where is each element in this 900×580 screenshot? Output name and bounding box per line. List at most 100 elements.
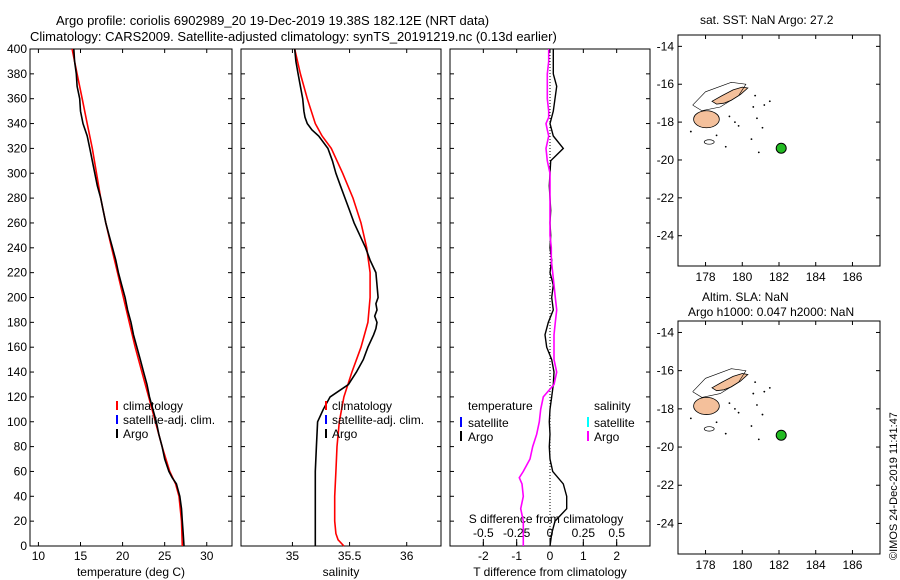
sla-map-reef-outline [692,368,747,398]
sla-map-viti-levu-island [693,396,720,415]
sst-map-islet [757,151,760,154]
sla-map-kadavu-island [703,426,715,432]
sla-map-title-line1: Altim. SLA: NaN [702,290,789,304]
imos-timestamp: ©IMOS 24-Dec-2019 11:41:47 [888,412,900,560]
sst-map-islet [728,115,731,118]
map-lat-label: -18 [657,115,675,129]
map-lon-label: 178 [696,558,716,572]
sla-map-islet [750,425,753,427]
map-lat-label: -14 [657,325,675,339]
sla-map-islet [728,402,731,405]
depth-tick-label: 400 [7,42,27,56]
salinity-diff-tick-label: -0.5 [473,526,494,540]
sla-map-islet [737,411,740,414]
depth-tick-label: 180 [7,315,27,329]
depth-tick-label: 80 [14,440,28,454]
sst-map-islet [737,124,740,127]
sla-map-islet [689,417,692,420]
map-lon-label: 180 [732,558,752,572]
x-tick-label: 25 [158,549,172,563]
x-tick-label: -1 [511,549,522,563]
series-climatology [293,48,371,547]
map-lat-label: -16 [657,364,675,378]
sla-map-islet [761,413,764,416]
panel-2-frame [240,48,442,547]
depth-tick-label: 160 [7,340,27,354]
x-axis-label: temperature (deg C) [77,565,185,579]
sst-map-islet [689,130,692,133]
sst-map-islet [715,134,718,137]
sla-map-islet [724,432,727,435]
depth-tick-label: 40 [14,489,28,503]
sst-map-islet [761,126,764,129]
series-argo [73,48,185,547]
sst-map-islet [750,138,753,141]
legend-label: satellite [594,416,635,430]
sla-map-title-line2: Argo h1000: 0.047 h2000: NaN [688,305,855,319]
map-lat-label: -14 [657,39,675,53]
map-lat-label: -22 [657,191,675,205]
map-lat-label: -24 [657,229,675,243]
depth-tick-label: 140 [7,365,27,379]
sst-map-viti-levu-island [693,110,720,129]
map-lon-label: 178 [696,270,716,284]
x-tick-label: 10 [32,549,46,563]
x-tick-label: 0 [547,549,554,563]
series-climatology [71,48,184,547]
figure-title-line2: Climatology: CARS2009. Satellite-adjuste… [30,29,557,44]
map-lon-label: 182 [769,558,789,572]
sla-map-islet [756,404,758,406]
depth-tick-label: 320 [7,141,27,155]
depth-tick-label: 120 [7,390,27,404]
legend-label: satellite-adj. clim. [123,413,215,427]
x-tick-label: 36 [400,549,414,563]
map-lat-label: -24 [657,516,675,530]
legend-label: Argo [468,430,494,444]
sst-map-islet [754,94,757,97]
legend-label: satellite-adj. clim. [332,413,424,427]
series-s-difference-argo [518,49,558,546]
depth-tick-label: 100 [7,415,27,429]
sst-map-kadavu-island [703,139,715,145]
legend-heading-temperature: temperature [468,399,533,413]
sst-map-islet [763,104,766,106]
sst-map-reef-outline [692,81,747,112]
sla-map-islet [757,438,760,441]
x-tick-label: 20 [116,549,130,563]
sst-map-islet [756,117,758,120]
x-axis-label: T difference from climatology [473,565,627,579]
map-lon-label: 186 [842,270,862,284]
map-lat-label: -22 [657,478,675,492]
depth-tick-label: 240 [7,241,27,255]
sla-map-islet [754,381,757,384]
series-argo [293,48,379,546]
x-tick-label: 2 [613,549,620,563]
sst-map-argo-position-marker [775,142,787,154]
map-lon-label: 182 [769,270,789,284]
sla-map-islet [768,386,771,389]
sla-map-islet [763,390,766,393]
depth-tick-label: 300 [7,166,27,180]
sla-map-islet [734,407,736,410]
x-axis-label: salinity [323,565,360,579]
map-lon-label: 184 [806,270,826,284]
salinity-diff-axis-label: S difference from climatology [469,512,624,526]
depth-tick-label: 340 [7,117,27,131]
x-tick-label: 35 [286,549,300,563]
map-lon-label: 180 [732,270,752,284]
series-t-difference-argo [544,49,568,547]
depth-tick-label: 20 [14,514,28,528]
x-tick-label: 35.5 [338,549,362,563]
figure-title-line1: Argo profile: coriolis 6902989_20 19-Dec… [56,13,490,28]
sla-map-islet [752,392,755,395]
sst-map-islet [752,106,755,108]
x-tick-label: 1 [580,549,587,563]
map-lat-label: -20 [657,440,675,454]
depth-tick-label: 380 [7,67,27,81]
sst-map-title: sat. SST: NaN Argo: 27.2 [700,13,834,27]
sst-map-islet [724,145,727,148]
map-lat-label: -20 [657,153,675,167]
panel-1-frame [29,48,233,547]
sst-map-islet [768,100,771,103]
sla-map-argo-position-marker [775,429,787,441]
